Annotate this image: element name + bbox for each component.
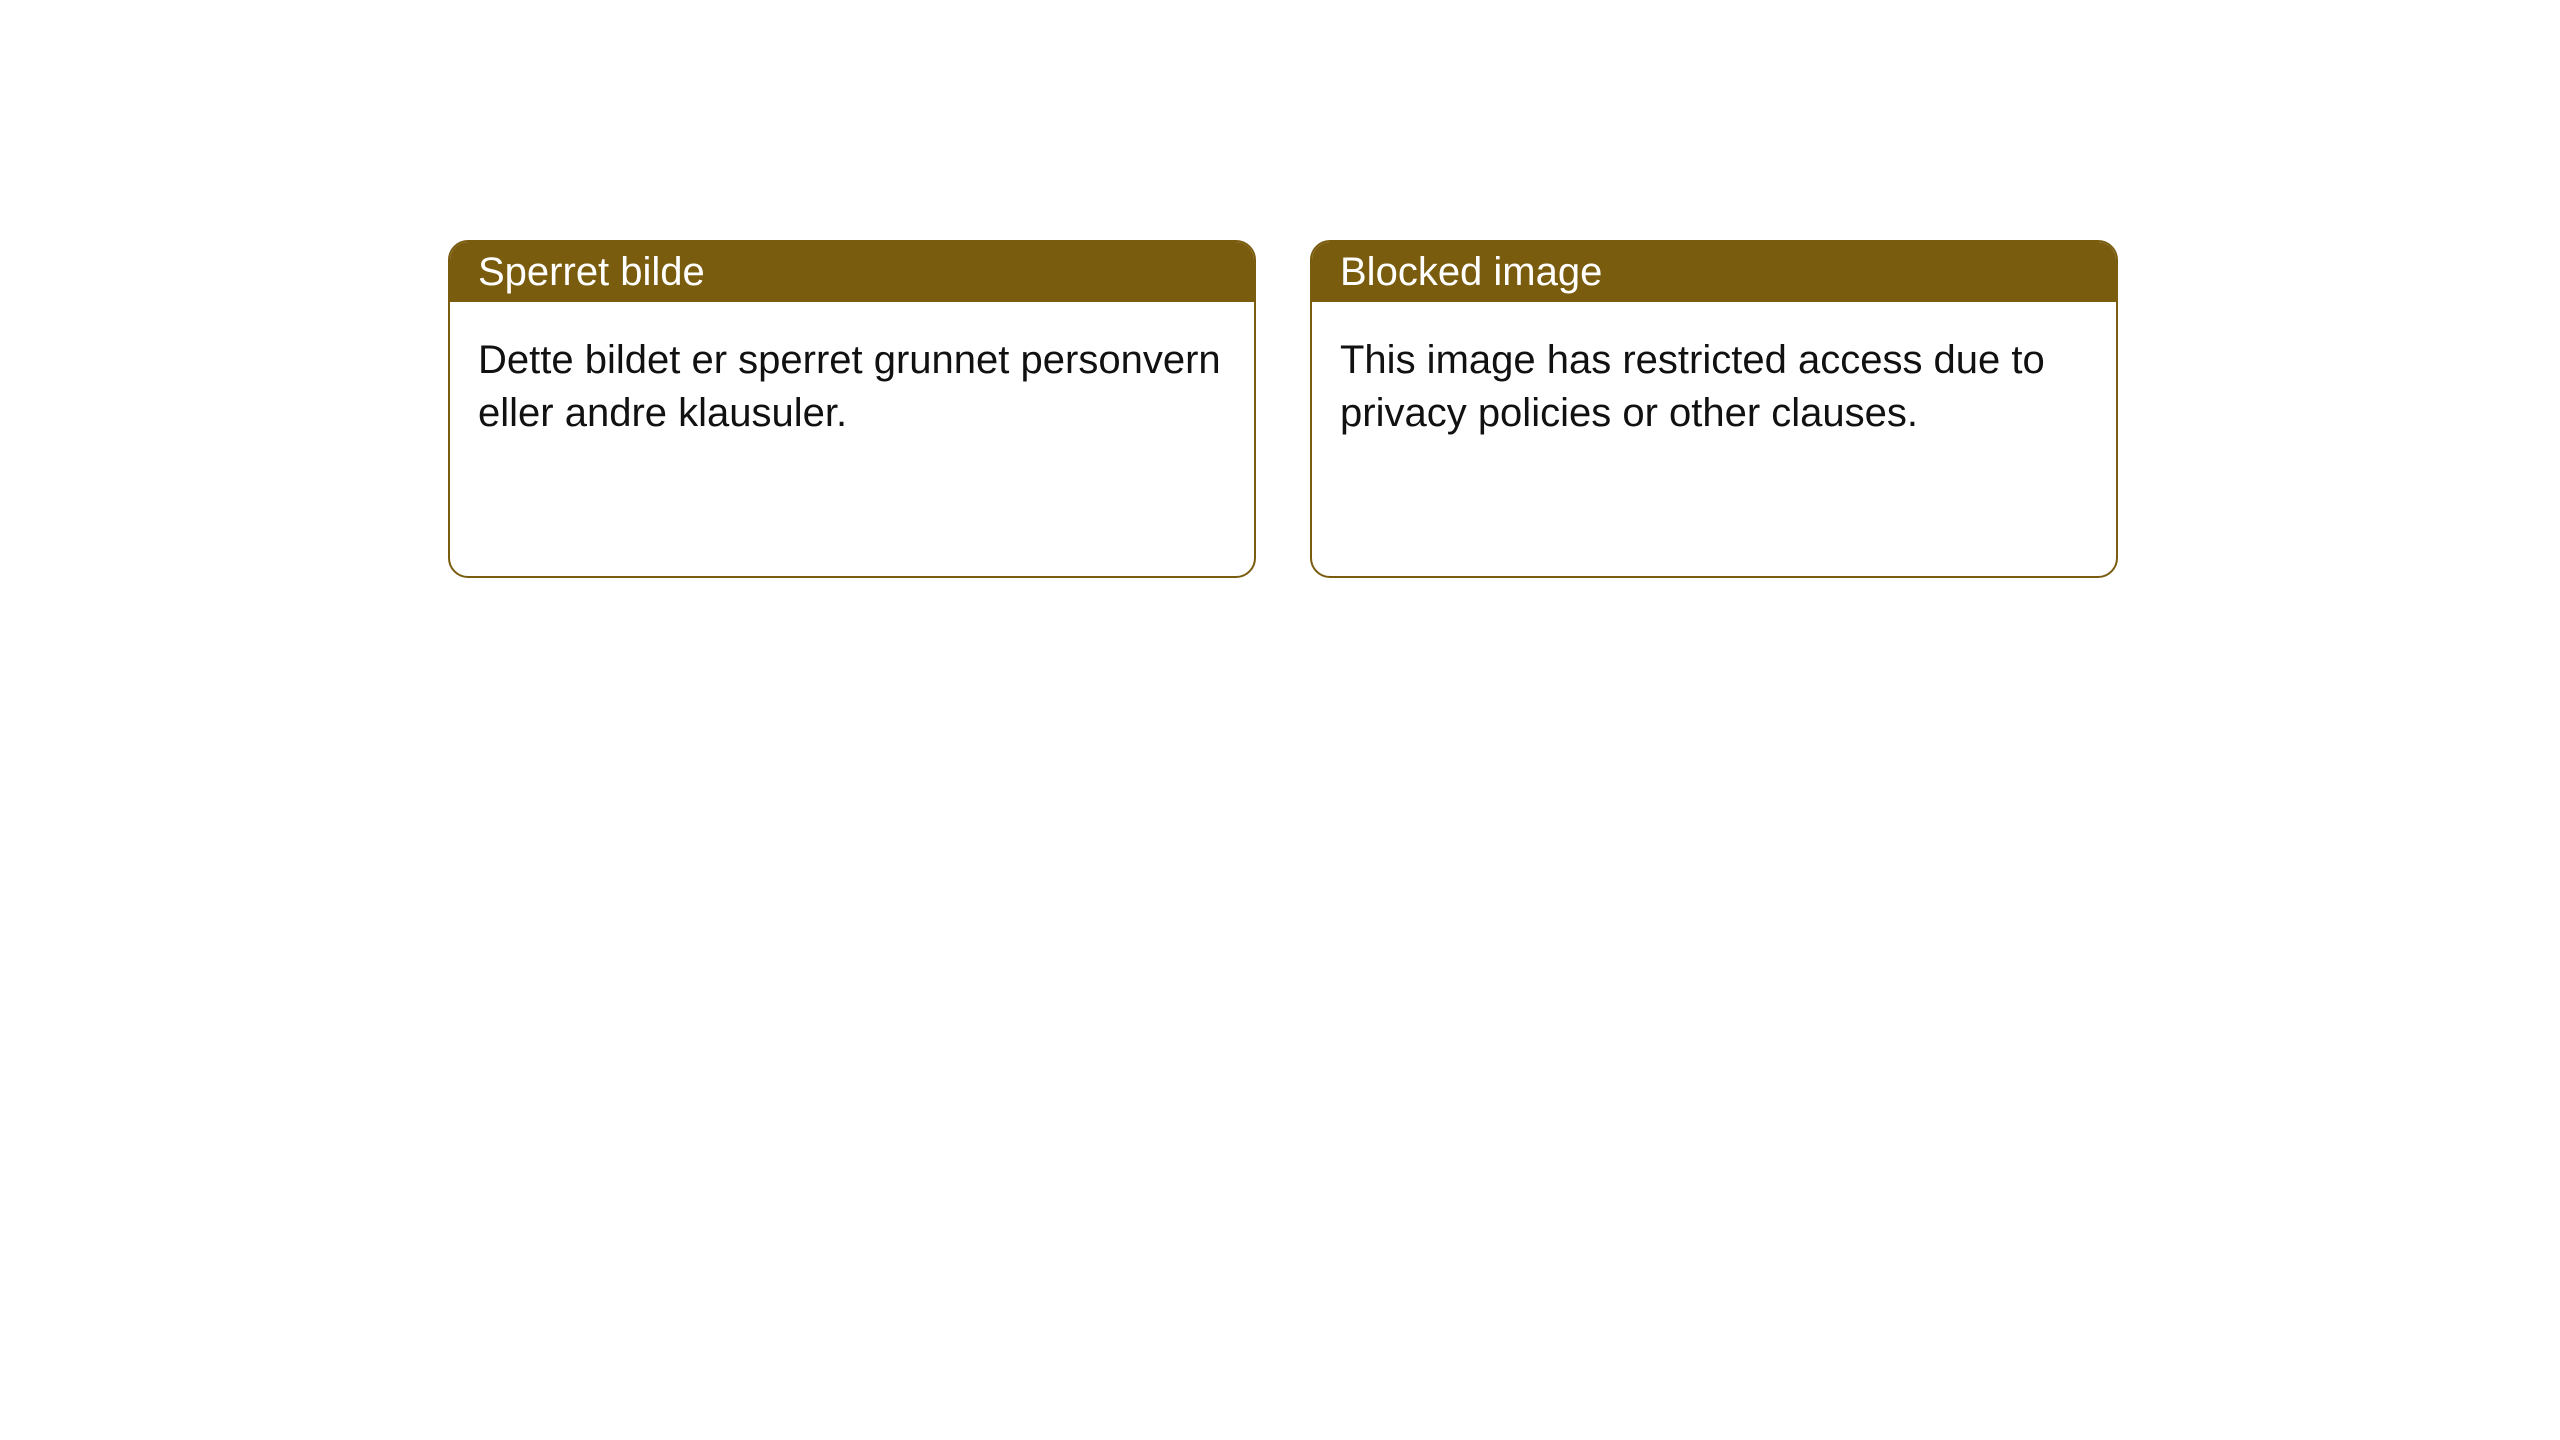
notice-box-en: Blocked image This image has restricted … — [1310, 240, 2118, 578]
notice-container: Sperret bilde Dette bildet er sperret gr… — [0, 0, 2560, 578]
notice-box-no: Sperret bilde Dette bildet er sperret gr… — [448, 240, 1256, 578]
notice-header-no: Sperret bilde — [450, 242, 1254, 302]
notice-body-en: This image has restricted access due to … — [1312, 302, 2116, 472]
notice-header-en: Blocked image — [1312, 242, 2116, 302]
notice-body-no: Dette bildet er sperret grunnet personve… — [450, 302, 1254, 472]
